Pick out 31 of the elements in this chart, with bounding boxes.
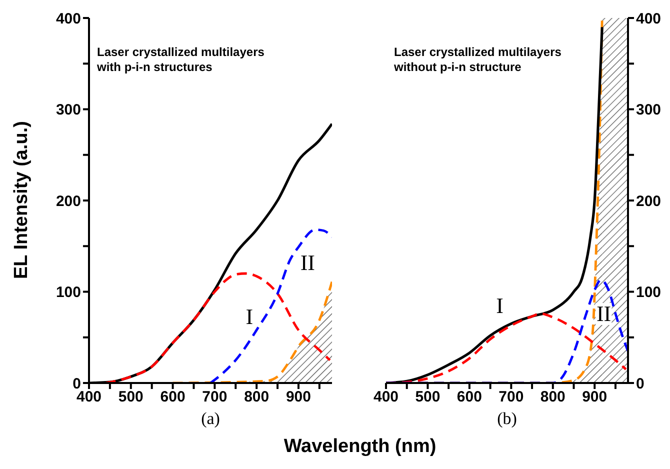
- x-tick-label: 800: [540, 388, 566, 406]
- annotation: II: [595, 300, 612, 326]
- y2-tick-label: 300: [636, 102, 662, 119]
- annotation: II: [299, 250, 316, 275]
- y2-tick-label: 0: [636, 375, 644, 392]
- x-tick-label: 700: [498, 388, 524, 406]
- y-axis-title: EL Intensity (a.u.): [11, 120, 33, 280]
- y-tick-label: 100: [56, 284, 81, 302]
- x-tick-label: 700: [202, 388, 228, 406]
- annotation: I: [244, 304, 254, 330]
- x-tick-label: 800: [244, 388, 270, 406]
- text: (a): [200, 409, 221, 429]
- y-tick-label: 300: [56, 102, 81, 119]
- x-tick-label: 400: [373, 388, 399, 406]
- line-series: [104, 272, 332, 383]
- x-tick-label: 500: [118, 388, 144, 406]
- annotation: Laser crystallized multilayers without p-i-n structure: [394, 45, 562, 75]
- y2-tick-label: 200: [636, 192, 662, 210]
- annotation: Laser crystallized multilayers with p-i-n structures: [97, 45, 266, 75]
- y-tick-label: 200: [56, 192, 81, 210]
- x-tick-label: 900: [582, 388, 608, 406]
- text: (b): [496, 409, 518, 429]
- y-tick-label: 400: [56, 10, 81, 28]
- x-tick-label: 900: [286, 388, 311, 406]
- annotation: I: [495, 293, 504, 318]
- x-tick-label: 600: [456, 388, 482, 406]
- x-tick-label: 600: [160, 388, 186, 406]
- x-axis-title: Wavelength (nm): [282, 436, 438, 458]
- y2-tick-label: 100: [636, 284, 662, 302]
- x-tick-label: 500: [415, 388, 440, 406]
- y2-tick-label: 400: [636, 10, 662, 28]
